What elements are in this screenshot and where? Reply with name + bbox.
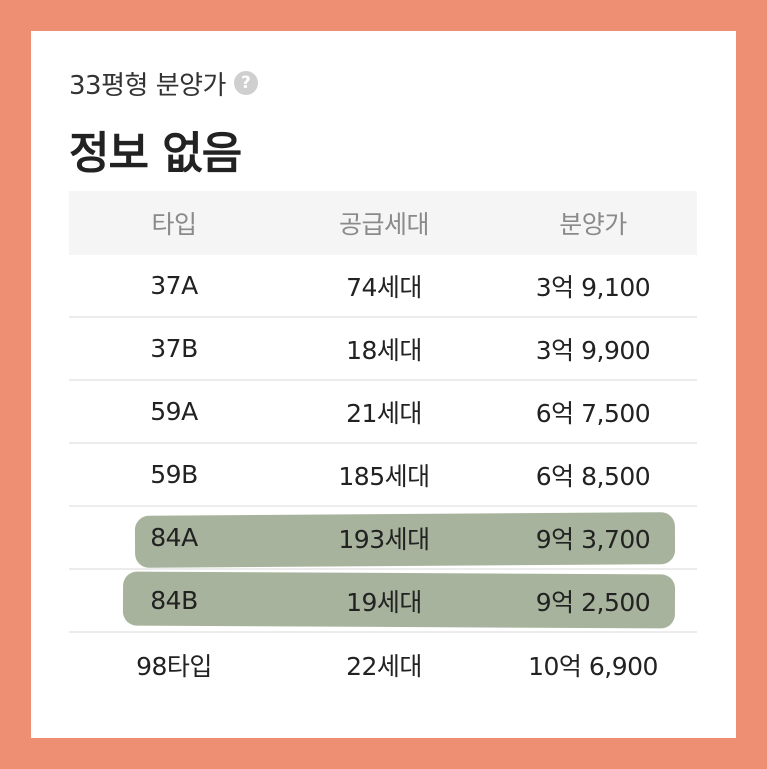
table-row: 37B 18세대 3억 9,900: [69, 318, 697, 381]
cell-type: 84A: [150, 523, 198, 552]
table-header-row: 타입 공급세대 분양가: [69, 191, 697, 255]
column-header-price: 분양가: [559, 210, 627, 239]
cell-price: 6억 7,500: [535, 398, 651, 428]
cell-type: 59A: [150, 397, 198, 426]
cell-price: 10억 6,900: [528, 651, 658, 681]
cell-type: 59B: [150, 460, 198, 489]
subtitle-row: 33평형 분양가 ?: [69, 65, 258, 101]
table-row: 37A 74세대 3억 9,100: [69, 255, 697, 318]
help-icon[interactable]: ?: [233, 71, 258, 95]
cell-households: 185세대: [338, 461, 430, 491]
column-header-households: 공급세대: [338, 210, 430, 239]
cell-type: 98타입: [136, 651, 212, 681]
cell-households: 18세대: [346, 335, 422, 365]
table-row-highlighted: 84B 19세대 9억 2,500: [69, 570, 697, 633]
cell-households: 74세대: [346, 272, 422, 302]
cell-type: 37B: [150, 334, 198, 363]
cell-price: 9억 2,500: [535, 587, 651, 617]
column-header-type: 타입: [151, 210, 197, 239]
cell-households: 19세대: [346, 587, 422, 617]
price-card: 33평형 분양가 ? 정보 없음 타입 공급세대 분양가 37A 74세대 3억…: [31, 31, 736, 738]
cell-households: 22세대: [346, 651, 422, 681]
cell-type: 84B: [150, 586, 198, 615]
cell-type: 37A: [150, 271, 198, 300]
cell-households: 193세대: [338, 524, 430, 554]
cell-price: 3억 9,900: [535, 335, 651, 365]
section-subtitle: 33평형 분양가: [69, 70, 226, 101]
price-value: 정보 없음: [69, 128, 242, 179]
cell-price: 6억 8,500: [535, 461, 651, 491]
table-row-highlighted: 84A 193세대 9억 3,700: [69, 507, 697, 570]
table-row: 59B 185세대 6억 8,500: [69, 444, 697, 507]
price-table: 타입 공급세대 분양가 37A 74세대 3억 9,100 37B 18세대 3…: [69, 191, 697, 696]
table-row: 59A 21세대 6억 7,500: [69, 381, 697, 444]
table-row: 98타입 22세대 10억 6,900: [69, 633, 697, 696]
cell-households: 21세대: [346, 398, 422, 428]
cell-price: 9억 3,700: [535, 524, 651, 554]
cell-price: 3억 9,100: [535, 272, 651, 302]
